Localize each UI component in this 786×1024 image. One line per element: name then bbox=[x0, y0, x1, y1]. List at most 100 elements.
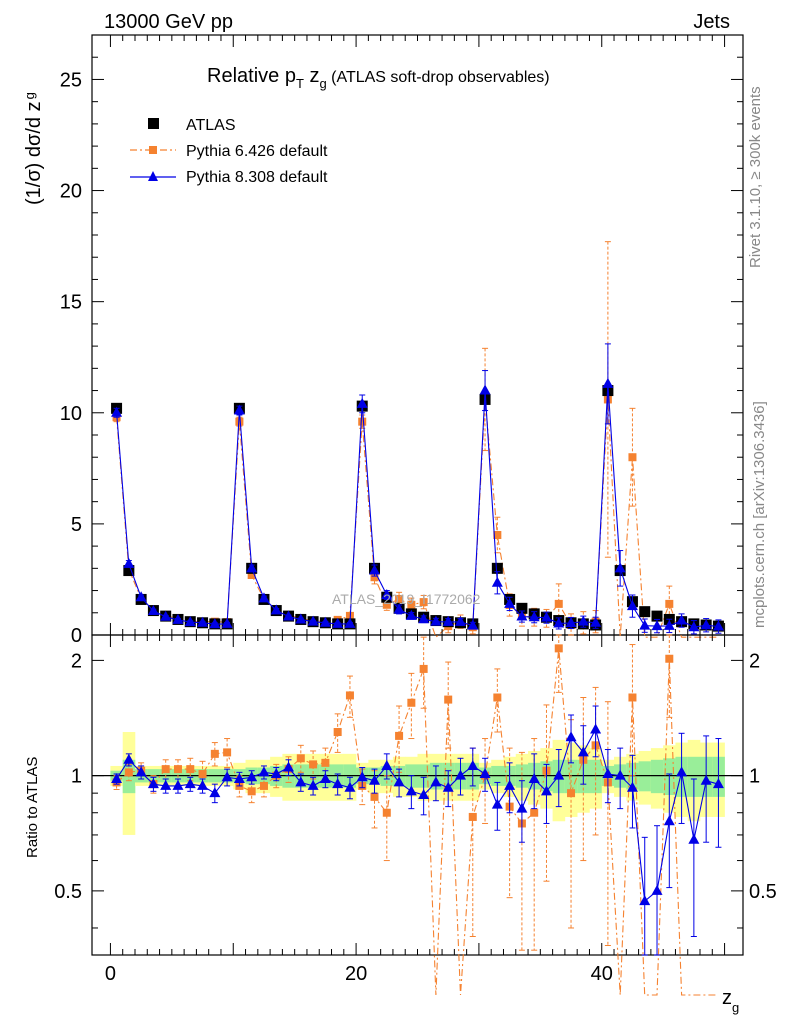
ratio-band-green bbox=[650, 759, 664, 794]
pythia8-main-point bbox=[577, 615, 589, 626]
pythia6-ratio-point bbox=[223, 748, 232, 757]
pythia8-ratio-point bbox=[405, 785, 417, 796]
main-ylabel-sub: g bbox=[22, 92, 37, 99]
pythia8-main-point bbox=[381, 589, 393, 599]
pythia8-main-point bbox=[663, 619, 675, 630]
pythia8-ratio-point bbox=[626, 781, 638, 792]
atlas-point bbox=[639, 606, 651, 618]
pythia8-main-point bbox=[209, 618, 221, 629]
pythia6-main-point bbox=[628, 453, 637, 462]
pythia8-main-point bbox=[504, 597, 516, 608]
pythia8-ratio-point bbox=[712, 778, 724, 789]
pythia8-ratio-point bbox=[160, 779, 172, 790]
ratio-y-tick-label: 1 bbox=[71, 766, 82, 788]
main-y-tick-label: 5 bbox=[71, 514, 82, 536]
pythia6-main-point bbox=[493, 531, 502, 539]
pythia8-ratio-point bbox=[283, 761, 295, 772]
pythia8-ratio-point bbox=[454, 769, 466, 780]
pythia6-ratio-point bbox=[554, 644, 563, 653]
pythia8-ratio-point bbox=[307, 779, 319, 790]
pythia8-ratio-point bbox=[614, 769, 626, 780]
ratio-plot-marks bbox=[111, 634, 724, 996]
title-sub-g: g bbox=[319, 76, 326, 91]
pythia8-main-point bbox=[676, 614, 688, 625]
pythia8-main-point bbox=[344, 617, 356, 628]
main-y-tick-label: 25 bbox=[60, 69, 82, 91]
pythia8-ratio-point bbox=[553, 769, 565, 780]
pythia8-main-point bbox=[369, 564, 381, 575]
pythia8-ratio-point bbox=[700, 774, 712, 785]
ratio-band-green bbox=[589, 759, 603, 794]
x-tick-label: 40 bbox=[591, 963, 613, 985]
pythia8-main-point bbox=[332, 617, 344, 628]
pythia8-ratio-point bbox=[135, 766, 147, 777]
pythia8-main-point bbox=[430, 615, 442, 626]
pythia8-ratio-point bbox=[565, 731, 577, 742]
pythia8-main-point bbox=[540, 611, 552, 622]
pythia6-ratio-point bbox=[161, 765, 170, 774]
pythia8-ratio-point bbox=[516, 802, 528, 813]
pythia8-main-point bbox=[639, 619, 651, 630]
pythia8-ratio-point bbox=[172, 779, 184, 790]
pythia6-ratio-point bbox=[493, 693, 502, 702]
ratio-y-tick-label-right: 1 bbox=[749, 766, 760, 788]
pythia6-ratio-point bbox=[407, 698, 416, 707]
pythia8-main-point bbox=[393, 603, 405, 614]
ratio-y-tick-label-right: 0.5 bbox=[749, 881, 777, 903]
x-tick-label: 0 bbox=[105, 963, 116, 985]
pythia8-ratio-point bbox=[430, 776, 442, 787]
pythia8-main-point bbox=[135, 591, 147, 602]
pythia6-main-point bbox=[247, 571, 256, 579]
pythia8-ratio-point bbox=[258, 766, 270, 777]
pythia8-main-point bbox=[565, 617, 577, 627]
pythia8-main-point bbox=[184, 616, 196, 627]
pythia8-ratio-point bbox=[393, 776, 405, 787]
x-tick-label: 20 bbox=[345, 963, 367, 985]
axis-ticks: 0 20 40 0 5 10 15 20 25 0.5 0.5 1 1 2 2 bbox=[54, 34, 777, 985]
pythia8-ratio-point bbox=[209, 787, 221, 798]
pythia8-main-point bbox=[491, 576, 503, 587]
pythia8-main-point bbox=[553, 617, 565, 628]
pythia8-main-point bbox=[233, 404, 245, 415]
atlas-point bbox=[516, 602, 528, 614]
atlas-point bbox=[651, 610, 663, 622]
pythia8-main-point bbox=[307, 615, 319, 626]
legend-marker-pythia6 bbox=[149, 146, 157, 154]
svg-text:(1/σ) dσ/d zg: (1/σ) dσ/d z g bbox=[22, 92, 45, 205]
pythia6-main-point bbox=[419, 598, 428, 607]
pythia8-main-point bbox=[602, 377, 614, 388]
pythia8-ratio-point bbox=[528, 772, 540, 783]
pythia6-ratio-point bbox=[382, 808, 391, 817]
ratio-y-tick-label-right: 2 bbox=[749, 650, 760, 672]
pythia8-ratio-point bbox=[197, 779, 209, 790]
pythia6-main-point bbox=[554, 599, 563, 608]
pythia6-main-point bbox=[407, 600, 416, 609]
main-y-tick-label: 15 bbox=[60, 292, 82, 314]
pythia8-ratio-point bbox=[577, 746, 589, 757]
pythia6-ratio-point bbox=[345, 691, 354, 700]
pythia8-main-point bbox=[528, 611, 540, 622]
pythia8-ratio-point bbox=[123, 753, 135, 764]
main-y-tick-label: 10 bbox=[60, 403, 82, 425]
pythia6-ratio-point bbox=[567, 789, 576, 798]
pythia6-ratio-point bbox=[665, 654, 674, 663]
pythia8-main-point bbox=[688, 621, 700, 632]
pythia8-ratio-point bbox=[184, 778, 196, 789]
pythia8-ratio-point bbox=[504, 779, 516, 790]
xlabel: zg bbox=[722, 987, 739, 1015]
pythia6-main-point bbox=[665, 599, 674, 608]
pythia8-ratio-point bbox=[233, 772, 245, 783]
pythia6-ratio-point bbox=[628, 693, 637, 702]
ratio-y-tick-label: 0.5 bbox=[54, 881, 82, 903]
xlabel-text: z bbox=[722, 987, 732, 1009]
pythia8-main-point bbox=[454, 615, 466, 626]
pythia8-ratio-point bbox=[246, 771, 258, 782]
pythia8-ratio-point bbox=[688, 833, 700, 844]
pythia6-ratio-point bbox=[370, 792, 379, 801]
pythia8-ratio-point bbox=[344, 781, 356, 792]
pythia8-ratio-point bbox=[467, 759, 479, 770]
pythia8-main-point bbox=[712, 620, 724, 631]
main-plot-marks bbox=[111, 241, 724, 639]
ratio-y-tick-label: 2 bbox=[71, 650, 82, 672]
main-y-tick-label: 0 bbox=[71, 625, 82, 647]
